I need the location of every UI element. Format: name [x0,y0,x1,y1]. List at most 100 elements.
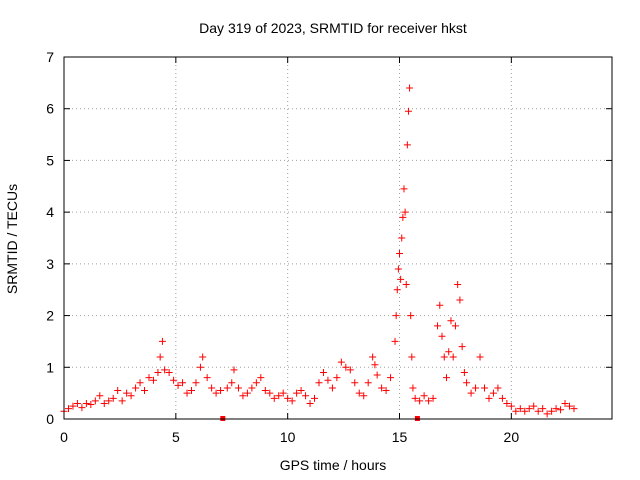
x-tick-label: 10 [280,429,296,445]
data-point [552,405,560,413]
data-point [183,389,191,397]
data-point [382,387,390,395]
data-point [337,358,345,366]
data-point [403,141,411,149]
data-point [445,348,453,356]
y-tick-label: 1 [46,359,54,375]
data-point [371,361,379,369]
data-point [447,317,455,325]
data-point [141,387,149,395]
data-point [156,353,164,361]
data-point [481,384,489,392]
data-point [78,404,86,412]
data-points [60,84,578,418]
data-point [498,394,506,402]
data-point [409,384,417,392]
data-point [284,394,292,402]
data-point [288,397,296,405]
data-point [397,275,405,283]
data-point [69,402,77,410]
data-point [196,363,204,371]
axis-tick-labels: 0 5 10 15 20 0 1 2 3 4 5 6 7 [46,49,519,445]
data-point [351,379,359,387]
data-point [399,213,407,221]
data-point [438,332,446,340]
data-point [429,394,437,402]
data-point [257,374,265,382]
data-point [525,405,533,413]
data-point [434,322,442,330]
data-point [91,397,99,405]
data-point [534,407,542,415]
data-point [570,405,578,413]
data-point [360,392,368,400]
data-point [476,353,484,361]
data-point [208,384,216,392]
data-point [393,286,401,294]
data-point [342,363,350,371]
data-point [494,384,502,392]
data-point [179,379,187,387]
data-point [199,353,207,361]
data-point [223,384,231,392]
y-tick-label: 0 [46,411,54,427]
data-point [328,384,336,392]
data-point [401,208,409,216]
data-point [503,399,511,407]
data-point [539,405,547,413]
data-point [114,387,122,395]
data-point [566,402,574,410]
data-point [411,394,419,402]
y-tick-label: 3 [46,256,54,272]
data-point [489,389,497,397]
y-tick-label: 6 [46,101,54,117]
data-point [507,402,515,410]
data-point [297,387,305,395]
data-point [319,368,327,376]
data-point [270,394,278,402]
data-point [460,368,468,376]
data-point [154,368,162,376]
data-point [239,392,247,400]
plot-frame [63,56,613,420]
data-point [203,374,211,382]
data-point [243,389,251,397]
data-point [398,234,406,242]
data-point [396,250,404,258]
data-point [346,366,354,374]
data-point [561,399,569,407]
data-point [248,384,256,392]
data-point [416,397,424,405]
data-point [64,405,72,413]
data-point [425,397,433,405]
data-point [454,281,462,289]
data-point [311,394,319,402]
data-point [212,389,220,397]
data-point [440,353,448,361]
data-point [161,366,169,374]
data-point [373,371,381,379]
data-point [145,374,153,382]
data-point [73,399,81,407]
data-point [364,379,372,387]
data-point [127,392,135,400]
data-point [109,394,117,402]
data-point [436,301,444,309]
data-point [315,379,323,387]
data-point [87,401,95,409]
data-point [149,376,157,384]
data-point [123,389,131,397]
data-point [355,389,363,397]
data-point [170,376,178,384]
data-point [458,343,466,351]
data-point [217,387,225,395]
data-point [230,366,238,374]
data-point [378,384,386,392]
y-tick-label: 2 [46,308,54,324]
data-point [261,387,269,395]
data-point [105,397,113,405]
data-point [333,374,341,382]
y-tick-label: 5 [46,152,54,168]
data-point [449,353,457,361]
